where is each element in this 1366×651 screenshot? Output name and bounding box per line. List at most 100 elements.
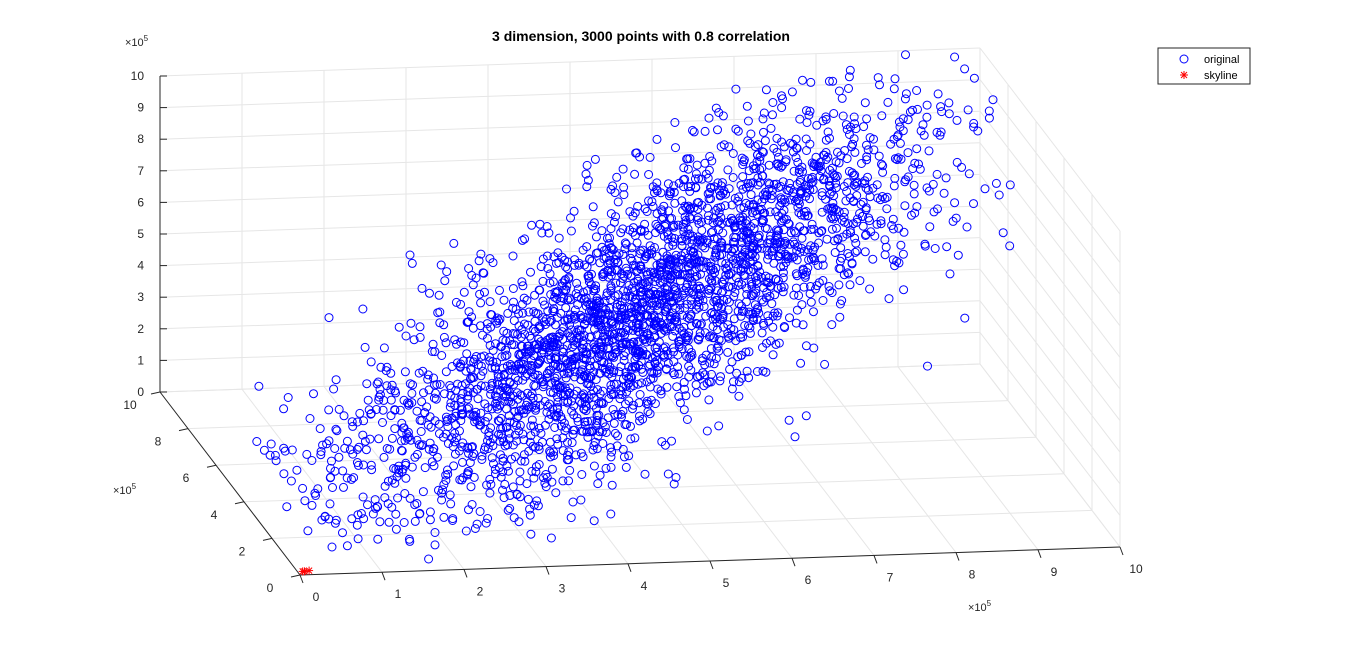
data-point-original: [922, 100, 932, 110]
data-point-original: [892, 132, 902, 142]
y-tick-label: 6: [183, 471, 190, 485]
data-point-original: [483, 403, 493, 413]
x-tick-label: 3: [559, 582, 566, 596]
data-point-original: [647, 249, 657, 259]
data-point-original: [423, 420, 433, 430]
data-point-original: [828, 76, 838, 86]
data-point-original: [600, 422, 610, 432]
data-point-original: [347, 514, 357, 524]
data-point-original: [464, 403, 474, 413]
data-point-original: [780, 238, 790, 248]
data-point-original: [728, 282, 737, 292]
data-point-original: [598, 439, 608, 448]
data-point-original: [435, 429, 444, 439]
data-point-original: [664, 242, 674, 251]
data-point-original: [656, 386, 666, 396]
data-point-original: [513, 411, 523, 421]
data-point-original: [652, 209, 662, 219]
data-point-original: [470, 524, 480, 533]
data-point-original: [644, 170, 654, 179]
grid-line: [651, 374, 793, 559]
data-point-original: [944, 109, 954, 119]
data-point-original: [487, 381, 497, 391]
data-point-original: [499, 437, 509, 447]
data-point-original: [890, 261, 900, 271]
data-point-original: [689, 127, 699, 137]
data-point-original: [809, 307, 818, 317]
x-tick-mark: [1037, 549, 1042, 558]
data-point-original: [384, 517, 394, 527]
data-point-original: [822, 234, 832, 244]
data-point-original: [339, 411, 349, 421]
data-point-original: [400, 489, 410, 498]
data-point-original: [553, 392, 563, 402]
data-point-original: [719, 275, 729, 285]
data-point-original: [634, 320, 644, 330]
data-point-original: [890, 74, 900, 84]
data-point-original: [387, 433, 397, 443]
data-point-original: [731, 124, 741, 134]
data-point-original: [691, 182, 701, 192]
data-point-original: [723, 347, 733, 357]
data-point-original: [488, 258, 498, 268]
y-tick-label: 2: [239, 544, 246, 558]
grid-line: [979, 174, 1121, 358]
data-point-original: [340, 443, 350, 453]
data-point-original: [779, 322, 789, 331]
data-point-original: [561, 373, 571, 383]
data-point-original: [936, 102, 946, 112]
data-point-original: [331, 515, 341, 525]
data-point-original: [801, 411, 811, 421]
data-point-original: [969, 118, 979, 128]
data-point-original: [618, 250, 628, 259]
data-point-original: [839, 182, 849, 191]
data-point-original: [869, 134, 878, 144]
data-point-original: [506, 397, 516, 407]
data-point-original: [372, 379, 382, 389]
data-point-original: [659, 350, 669, 360]
data-point-original: [507, 454, 516, 464]
data-point-original: [764, 178, 773, 188]
data-point-original: [909, 189, 919, 199]
data-point-original: [653, 322, 663, 332]
data-point-original: [570, 372, 580, 382]
data-point-original: [739, 155, 749, 165]
data-point-original: [840, 217, 849, 227]
data-point-original: [760, 136, 770, 146]
data-point-original: [531, 308, 541, 318]
data-point-original: [837, 93, 847, 103]
data-point-original: [380, 481, 390, 491]
data-point-original: [670, 198, 680, 208]
data-point-original: [666, 255, 676, 265]
data-point-original: [638, 350, 647, 360]
data-point-original: [671, 473, 681, 482]
data-point-original: [592, 330, 602, 340]
data-point-original: [753, 261, 763, 270]
data-point-original: [768, 185, 777, 195]
data-point-original: [808, 177, 818, 187]
data-point-original: [549, 447, 559, 457]
data-point-original: [358, 304, 368, 314]
legend[interactable]: original skyline: [1157, 47, 1251, 85]
data-point-original: [582, 316, 592, 326]
data-point-original: [313, 484, 323, 494]
data-point-original: [712, 301, 722, 311]
data-point-original: [763, 311, 773, 321]
data-point-original: [962, 222, 972, 232]
data-point-original: [599, 358, 609, 368]
data-point-original: [348, 421, 358, 431]
data-point-original: [779, 282, 789, 292]
data-point-original: [908, 105, 917, 115]
data-point-original: [790, 226, 799, 236]
grid-line: [159, 237, 981, 267]
data-point-original: [479, 445, 489, 455]
y-tick-mark: [262, 537, 273, 541]
data-point-original: [417, 283, 427, 293]
data-point-original: [442, 267, 452, 277]
data-point-original: [723, 243, 733, 253]
data-point-original: [708, 218, 718, 228]
data-point-original: [942, 242, 952, 252]
data-point-original: [704, 165, 714, 175]
data-point-original: [684, 201, 693, 211]
data-point-original: [702, 378, 712, 388]
